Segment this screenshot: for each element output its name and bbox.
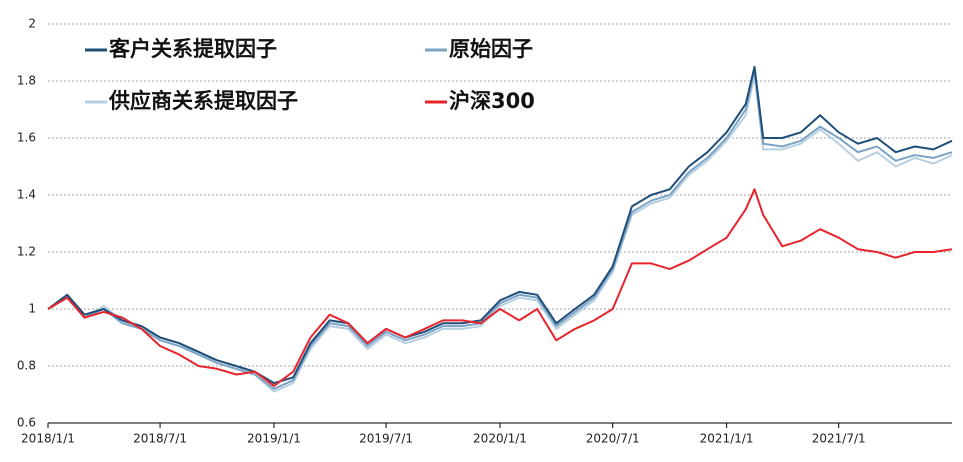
x-tick-label: 2020/7/1: [586, 432, 640, 446]
y-tick-label: 0.8: [17, 359, 36, 373]
y-tick-label: 1.6: [17, 131, 36, 145]
y-tick-label: 1.4: [17, 188, 36, 202]
legend-label: 客户关系提取因子: [109, 37, 277, 61]
x-tick-label: 2019/1/1: [247, 432, 301, 446]
x-tick-label: 2019/7/1: [359, 432, 413, 446]
x-tick-label: 2021/7/1: [812, 432, 866, 446]
series-line: [47, 68, 953, 390]
series-line: [47, 65, 953, 385]
series-line: [47, 188, 953, 387]
x-tick-label: 2021/1/1: [700, 432, 754, 446]
y-tick-label: 1.2: [17, 245, 36, 259]
y-tick-label: 1: [28, 302, 36, 316]
y-tick-label: 2: [28, 17, 36, 31]
x-tick-label: 2018/7/1: [133, 432, 187, 446]
legend-label: 沪深300: [449, 89, 535, 113]
x-tick-label: 2020/1/1: [473, 432, 527, 446]
legend-label: 供应商关系提取因子: [108, 89, 298, 113]
y-tick-label: 0.6: [17, 416, 36, 430]
x-tick-label: 2018/1/1: [21, 432, 75, 446]
legend-label: 原始因子: [449, 37, 533, 61]
y-tick-label: 1.8: [17, 74, 36, 88]
